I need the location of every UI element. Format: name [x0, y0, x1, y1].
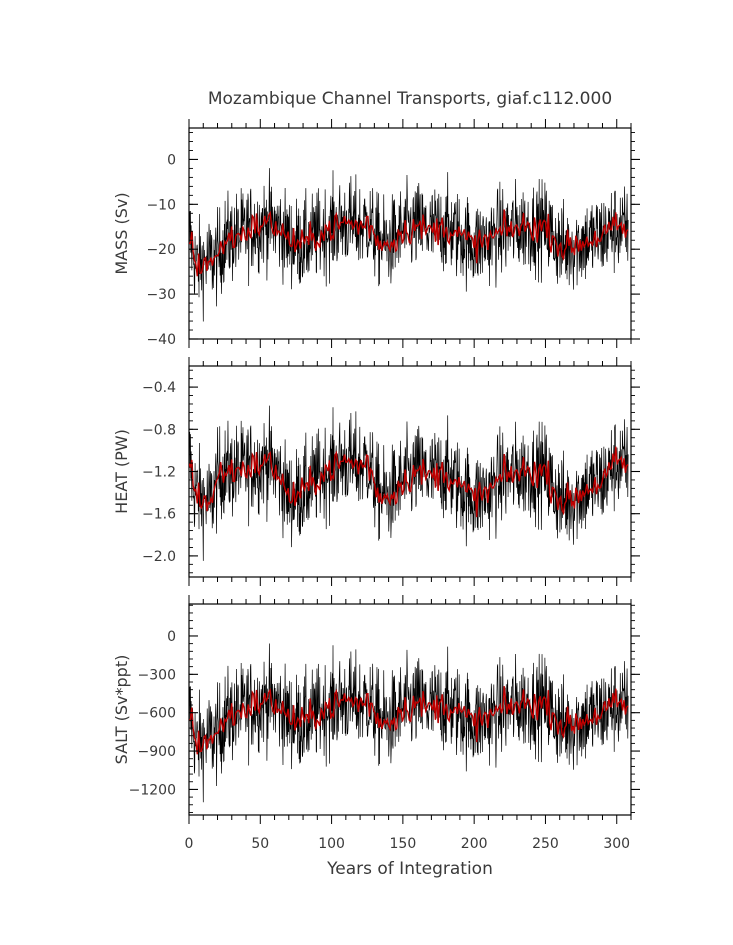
ytick-label-1-0: −0.4: [142, 380, 176, 396]
mass-frame: [188, 127, 632, 340]
ytick-label-1-1: −0.8: [142, 422, 176, 438]
ytick-label-1-2: −1.2: [142, 465, 176, 481]
xtick-label-5: 250: [532, 836, 559, 852]
ytick-label-2-0: 0: [167, 629, 176, 645]
xtick-label-0: 0: [185, 836, 194, 852]
xtick-label-2: 100: [318, 836, 345, 852]
x-axis-label: Years of Integration: [326, 859, 493, 879]
ytick-label-2-2: −600: [138, 706, 176, 722]
ytick-label-1-4: −2.0: [142, 549, 176, 565]
salt-panel: SALT (Sv*ppt) 0 −300 −600 −900 −1200: [112, 595, 640, 824]
ytick-label-0-1: −10: [146, 197, 176, 213]
salt-ylabel: SALT (Sv*ppt): [112, 655, 131, 765]
smoothed-series-2: [189, 686, 629, 755]
mass-ylabel: MASS (Sv): [112, 192, 131, 274]
xtick-label-3: 150: [390, 836, 417, 852]
raw-series-2: [189, 643, 629, 803]
heat-ylabel: HEAT (PW): [112, 429, 131, 514]
smoothed-series-0: [189, 209, 629, 277]
ytick-label-2-3: −900: [138, 744, 176, 760]
x-axis: 0 50 100 150 200 250 300: [185, 836, 631, 852]
heat-panel: HEAT (PW) −0.4 −0.8 −1.2 −1.6 −2.0: [112, 357, 640, 586]
ytick-label-1-3: −1.6: [142, 507, 176, 523]
ytick-label-0-3: −30: [146, 287, 176, 303]
salt-frame: [188, 603, 632, 816]
ytick-label-2-1: −300: [138, 667, 176, 683]
mass-panel: MASS (Sv) 0 −10 −20 −30 −40: [112, 119, 640, 348]
smoothed-series-1: [189, 446, 629, 518]
ytick-label-0-2: −20: [146, 242, 176, 258]
ytick-label-2-4: −1200: [129, 782, 176, 798]
chart-title: Mozambique Channel Transports, giaf.c112…: [208, 89, 612, 109]
ytick-label-0-4: −40: [146, 332, 176, 348]
xtick-label-4: 200: [461, 836, 488, 852]
xtick-label-6: 300: [603, 836, 630, 852]
xtick-label-1: 50: [251, 836, 269, 852]
ytick-label-0-0: 0: [167, 152, 176, 168]
raw-series-1: [189, 405, 629, 561]
raw-series-0: [189, 168, 629, 322]
